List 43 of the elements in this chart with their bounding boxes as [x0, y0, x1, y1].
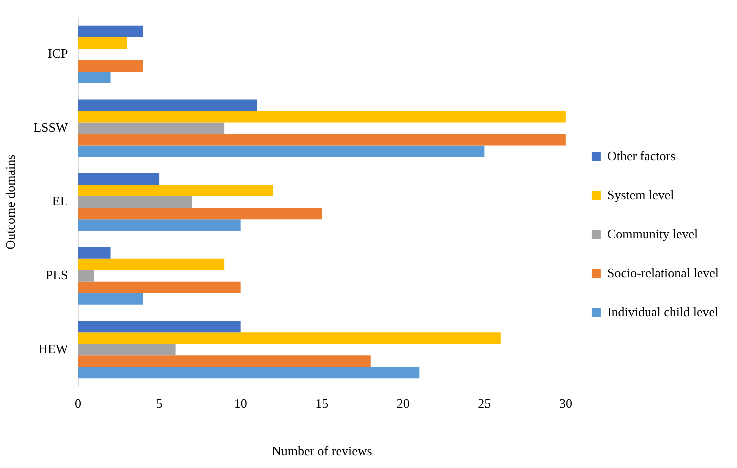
y-axis-title: Outcome domains: [3, 154, 18, 250]
bar: [78, 247, 111, 259]
bar: [78, 293, 144, 305]
x-tick-label: 30: [559, 396, 572, 412]
bar: [78, 100, 258, 112]
x-tick-label: 20: [396, 396, 410, 412]
y-tick-label: EL: [52, 194, 68, 209]
bar: [78, 196, 192, 208]
bar: [78, 344, 176, 356]
bar: [78, 220, 241, 232]
bar: [78, 270, 95, 282]
bar: [78, 146, 485, 158]
bar: [78, 185, 274, 197]
y-tick-label: ICP: [48, 46, 68, 62]
x-tick-label: 0: [75, 396, 82, 412]
x-tick-label: 5: [156, 396, 163, 412]
x-tick-label: 10: [234, 396, 248, 412]
bar: [78, 356, 371, 368]
y-tick-label: HEW: [38, 341, 69, 356]
x-axis-title: Number of reviews: [272, 444, 372, 459]
legend-label: System level: [607, 187, 675, 202]
bar: [78, 60, 144, 72]
legend-label: Socio-relational level: [607, 265, 720, 280]
bar: [78, 321, 241, 333]
bar: [78, 208, 322, 220]
legend-label: Individual child level: [607, 304, 720, 320]
x-tick-label: 15: [316, 396, 329, 412]
bar: [78, 258, 225, 270]
x-tick-label: 25: [478, 396, 492, 412]
bar: [78, 174, 160, 186]
bar: [78, 37, 128, 49]
legend-label: Community level: [607, 226, 698, 242]
bar: [78, 332, 501, 344]
bar: [78, 367, 420, 379]
y-tick-label: LSSW: [34, 120, 69, 135]
bar: [78, 134, 566, 146]
legend-label: Other factors: [607, 148, 676, 164]
bar: [78, 111, 566, 123]
bar: [78, 282, 241, 294]
bar: [78, 72, 111, 84]
bar: [78, 122, 225, 134]
bar: [78, 26, 144, 38]
y-tick-label: PLS: [46, 268, 68, 283]
